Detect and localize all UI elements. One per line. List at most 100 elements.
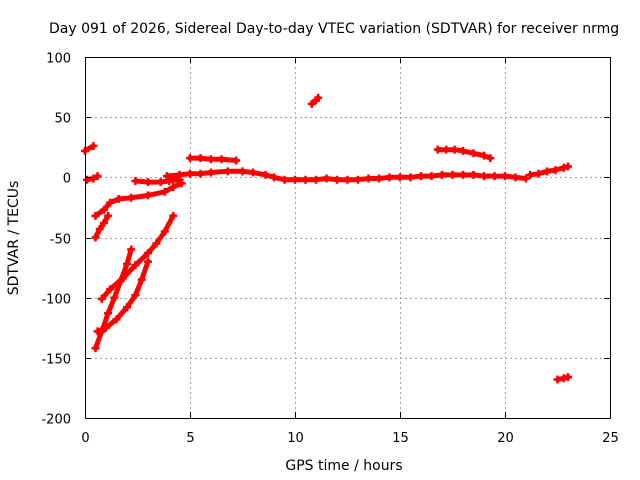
data-point <box>438 170 446 179</box>
data-point <box>186 169 194 178</box>
data-point <box>459 170 467 179</box>
data-point <box>106 285 115 294</box>
data-point <box>169 211 178 220</box>
x-tick-label: 10 <box>287 431 304 446</box>
data-point <box>91 233 100 242</box>
data-point <box>144 178 152 187</box>
data-point <box>186 154 194 163</box>
data-point <box>112 315 121 324</box>
data-point <box>114 194 123 203</box>
chart-title: Day 091 of 2026, Sidereal Day-to-day VTE… <box>49 21 619 37</box>
x-axis-label: GPS time / hours <box>285 458 402 474</box>
data-point <box>526 170 535 179</box>
data-point <box>511 173 520 182</box>
data-point <box>501 172 509 181</box>
data-point <box>97 327 106 336</box>
y-tick-label: -150 <box>41 353 71 368</box>
data-point <box>459 146 467 155</box>
data-series-group <box>81 93 572 384</box>
data-point <box>91 344 100 353</box>
data-point <box>486 154 495 163</box>
data-point <box>314 93 323 102</box>
data-point <box>196 169 205 178</box>
data-point <box>543 167 551 176</box>
data-point <box>162 172 171 181</box>
series-arc-10 <box>186 154 241 165</box>
series-arc-4 <box>91 211 113 242</box>
y-tick-label: -100 <box>41 293 71 308</box>
series-line <box>93 180 185 219</box>
data-point <box>307 99 316 108</box>
data-point <box>93 172 102 181</box>
data-point <box>469 170 478 179</box>
data-point <box>99 219 108 228</box>
data-point <box>427 172 436 181</box>
data-point <box>522 174 530 183</box>
data-point <box>152 239 161 248</box>
series-line <box>93 213 111 240</box>
data-point <box>144 249 152 258</box>
data-point <box>270 173 278 182</box>
data-point <box>433 145 442 154</box>
series-arc-14 <box>553 373 572 384</box>
data-point <box>131 291 140 300</box>
data-point <box>354 175 362 184</box>
data-point <box>343 175 352 184</box>
data-point <box>261 170 270 179</box>
data-point <box>123 303 131 312</box>
y-tick-label: 0 <box>63 172 71 187</box>
series-line <box>164 168 529 183</box>
data-point <box>99 205 108 214</box>
data-point <box>232 156 241 165</box>
y-tick-label: 50 <box>54 112 71 127</box>
data-point <box>301 175 310 184</box>
data-point <box>551 166 560 175</box>
data-point <box>131 261 140 270</box>
data-point <box>207 168 215 177</box>
y-tick-label: -200 <box>41 413 71 428</box>
data-point <box>160 187 169 196</box>
data-point <box>217 155 226 164</box>
series-arc-9 <box>162 167 530 184</box>
data-point <box>110 293 119 302</box>
series-arc-7 <box>97 211 178 303</box>
data-point <box>564 162 572 171</box>
y-tick-label: 100 <box>46 52 71 67</box>
data-point <box>480 151 488 160</box>
x-tick-label: 20 <box>497 431 514 446</box>
data-point <box>127 245 136 254</box>
data-point <box>450 145 459 154</box>
data-point <box>127 193 136 202</box>
data-point <box>534 169 543 178</box>
data-point <box>95 225 104 234</box>
data-point <box>280 175 289 184</box>
data-point <box>448 170 457 179</box>
data-point <box>97 294 106 303</box>
series-arc-8 <box>131 175 184 187</box>
y-tick-label: -50 <box>50 233 71 248</box>
grid <box>85 57 610 418</box>
data-point <box>123 259 131 268</box>
series-arc-12 <box>433 145 495 163</box>
data-point <box>118 274 127 283</box>
data-point <box>396 173 404 182</box>
series-arc-3 <box>91 179 186 220</box>
x-tick-label: 15 <box>392 431 409 446</box>
x-tick-label: 5 <box>186 431 194 446</box>
data-point <box>91 211 100 220</box>
series-arc-1 <box>81 142 98 155</box>
data-point <box>480 172 488 181</box>
axis-ticks <box>85 57 611 419</box>
data-point <box>249 168 257 177</box>
data-point <box>238 167 247 176</box>
data-point <box>104 309 113 318</box>
y-tick-labels: 100 50 0 -50 -100 -150 -200 <box>41 52 71 428</box>
data-point <box>385 173 394 182</box>
data-point <box>223 167 232 176</box>
data-point <box>106 198 115 207</box>
data-point <box>160 227 169 236</box>
data-point <box>89 142 98 151</box>
data-point <box>89 174 98 183</box>
data-point <box>156 178 165 187</box>
